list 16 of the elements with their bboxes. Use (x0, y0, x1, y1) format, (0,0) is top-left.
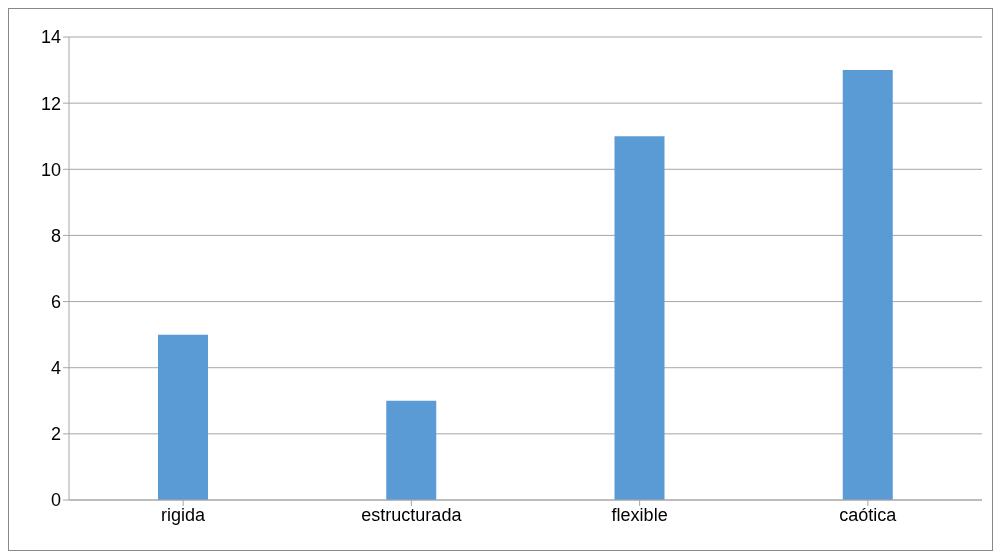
x-tick-label: caótica (839, 504, 898, 525)
y-tick-label: 14 (40, 27, 61, 48)
bar (842, 70, 893, 500)
bar (614, 136, 665, 500)
x-tick-label: estructurada (361, 504, 463, 525)
y-tick-label: 8 (50, 225, 61, 246)
y-tick-label: 4 (50, 358, 61, 379)
y-tick-label: 6 (50, 291, 61, 312)
bar (158, 334, 208, 500)
bar (386, 400, 437, 500)
x-tick-label: rigida (161, 504, 207, 525)
y-tick-label: 12 (40, 93, 61, 114)
x-tick-label: flexible (611, 504, 668, 525)
y-tick-label: 2 (50, 424, 61, 445)
y-tick-label: 10 (40, 159, 61, 180)
y-tick-label: 0 (50, 490, 61, 511)
